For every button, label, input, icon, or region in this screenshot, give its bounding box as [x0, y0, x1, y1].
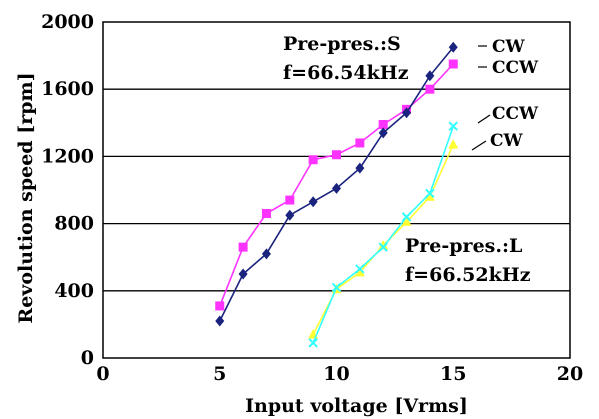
legend-leader-l-ccw: [477, 114, 491, 124]
data-point: [401, 212, 412, 222]
data-point: [378, 127, 388, 139]
data-point: [261, 209, 271, 219]
legend-label-l-cw: CW: [490, 131, 524, 151]
y-tick-label: 1600: [41, 78, 94, 100]
data-point: [355, 162, 365, 174]
data-point: [355, 138, 365, 148]
data-point: [331, 282, 342, 293]
legend-label-s-ccw: CCW: [492, 58, 539, 78]
data-point: [425, 84, 435, 94]
legend-label-s-cw: CW: [492, 37, 526, 57]
data-point: [424, 191, 435, 201]
x-tick-label: 10: [323, 363, 349, 385]
annotation-pre-pres-s: Pre-pres.:S: [283, 33, 401, 55]
data-point: [238, 242, 248, 252]
x-tick-label: 0: [96, 363, 109, 385]
data-point: [332, 182, 341, 194]
annotation-freq-s: f=66.54kHz: [283, 62, 409, 84]
data-series: [215, 41, 459, 348]
data-point: [308, 338, 318, 348]
data-point: [402, 107, 412, 119]
data-point: [448, 59, 458, 69]
series-s-cw: [215, 41, 458, 327]
data-point: [425, 70, 435, 82]
data-point: [448, 139, 459, 149]
data-point: [355, 264, 365, 274]
annotation-freq-l: f=66.52kHz: [405, 264, 531, 286]
data-point: [308, 196, 318, 208]
tick-labels: 0 400 800 1200 1600 2000 0 5 10 15 20: [41, 11, 583, 385]
annotation-pre-pres-l: Pre-pres.:L: [405, 235, 522, 257]
x-tick-label: 5: [213, 363, 226, 385]
data-point: [215, 301, 225, 311]
legend-label-l-ccw: CCW: [492, 104, 539, 124]
data-point: [354, 266, 365, 277]
data-point: [285, 195, 295, 205]
data-point: [238, 268, 248, 280]
y-tick-label: 2000: [41, 11, 94, 33]
series-l-ccw: [308, 121, 458, 348]
data-point: [308, 155, 318, 165]
legend-labels: CW CCW CCW CW: [471, 37, 539, 151]
y-tick-label: 0: [81, 347, 94, 369]
data-point: [378, 242, 388, 252]
data-point: [332, 150, 341, 160]
y-tick-label: 1200: [41, 145, 94, 167]
y-tick-label: 800: [54, 213, 94, 235]
data-point: [261, 248, 271, 260]
data-point: [448, 121, 458, 131]
data-point: [401, 216, 412, 226]
data-point: [215, 315, 225, 327]
data-point: [448, 41, 458, 53]
plot-area-frame: [102, 21, 571, 359]
data-point: [378, 119, 388, 129]
data-point: [425, 188, 435, 199]
x-tick-label: 15: [440, 363, 466, 385]
x-tick-label: 20: [557, 363, 583, 385]
y-axis-title: Revolution speed [rpm]: [15, 72, 37, 323]
x-axis-title: Input voltage [Vrms]: [245, 395, 468, 417]
legend-leader-l-cw: [471, 140, 487, 151]
y-tick-label: 400: [54, 280, 94, 302]
data-point: [378, 239, 389, 250]
data-point: [285, 209, 295, 221]
